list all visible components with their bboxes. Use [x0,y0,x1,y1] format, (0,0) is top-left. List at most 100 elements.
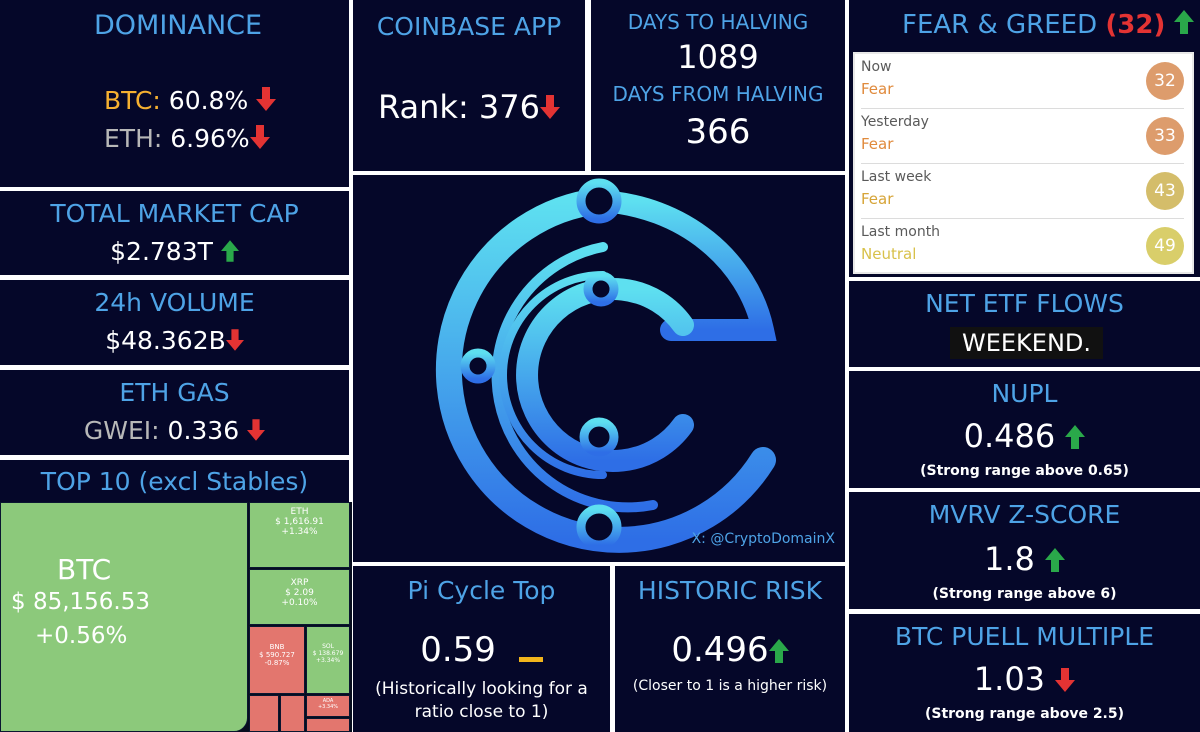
top10-title: TOP 10 (excl Stables) [40,467,309,496]
nupl-note: (Strong range above 0.65) [920,463,1129,479]
nupl-value: 0.486 [963,417,1056,455]
eth-gas-title: ETH GAS [119,378,230,407]
arrow-up-icon [1173,10,1194,41]
crypto-domain-logo-icon [435,178,777,553]
arrow-down-icon [256,87,277,117]
fear-greed-title: FEAR & GREED [902,10,1098,40]
fg-row-label: Yesterday [861,114,929,130]
btc-label: BTC: [104,86,161,115]
fg-row-class: Fear [861,80,894,98]
tile-change: -0.87% [264,659,290,667]
historic-risk-note: (Closer to 1 is a higher risk) [632,678,828,694]
pi-cycle-note: (Historically looking for a ratio close … [375,679,588,722]
treemap-tile-ada[interactable]: ADA +3.34% [306,695,350,717]
nupl-panel: NUPL 0.486 (Strong range above 0.65) [849,371,1200,488]
historic-risk-title: HISTORIC RISK [637,576,823,605]
tile-symbol: ETH [290,507,309,517]
treemap-tile-bnb[interactable]: BNB $ 590.727 -0.87% [249,626,305,694]
tile-symbol: BTC [57,553,112,586]
treemap-tile-eth[interactable]: ETH $ 1,616.91 +1.34% [249,502,350,568]
market-cap-value-row: $2.783T [0,237,349,268]
fear-greed-header: FEAR & GREED (32) [902,10,1194,41]
treemap-tile-small[interactable] [306,718,350,732]
treemap-tile-btc[interactable]: BTC $ 85,156.53 +0.56% [0,502,248,732]
fg-row-class: Fear [861,190,894,208]
list-item: Last month Neutral 49 [861,219,1184,273]
historic-risk-value-row: 0.496 [615,630,845,672]
fg-row-label: Last month [861,224,941,240]
arrow-up-icon [768,632,789,672]
tile-price: $ 590.727 [259,651,295,659]
volume-value: $48.362B [105,326,226,355]
rank-label: Rank: [378,88,469,126]
puell-note: (Strong range above 2.5) [924,706,1125,722]
dominance-panel: DOMINANCE BTC: 60.8% ETH: 6.96% [0,0,349,187]
puell-value-row: 1.03 [849,660,1200,700]
market-cap-panel: TOTAL MARKET CAP $2.783T [0,191,349,275]
twitter-handle[interactable]: X: @CryptoDomainX [691,531,835,547]
list-item: Last week Fear 43 [861,164,1184,219]
fear-greed-value: (32) [1105,10,1166,40]
tile-price: $ 85,156.53 [11,589,150,615]
treemap-tile-sol[interactable]: SOL $ 138.679 +3.34% [306,626,350,694]
volume-value-row: $48.362B [0,326,349,357]
fear-greed-list: Now Fear 32 Yesterday Fear 33 Last week … [853,52,1194,274]
list-item: Now Fear 32 [861,54,1184,109]
etf-value: WEEKEND. [950,327,1104,359]
tile-change: +1.34% [281,527,318,537]
eth-label: ETH: [104,124,163,153]
pi-cycle-panel: Pi Cycle Top 0.59 (Historically looking … [353,566,610,732]
eth-gas-value-row: GWEI: 0.336 [0,416,349,447]
tile-change: +3.34% [315,657,341,664]
mvrv-panel: MVRV Z-SCORE 1.8 (Strong range above 6) [849,492,1200,609]
mvrv-title: MVRV Z-SCORE [928,500,1121,529]
coinbase-title: COINBASE APP [376,12,562,41]
dominance-title: DOMINANCE [94,10,263,41]
btc-dominance-value: 60.8% [168,86,249,115]
tile-change: +0.10% [281,598,318,608]
treemap-tile-small[interactable] [280,695,305,732]
pi-cycle-value: 0.59 [420,630,496,670]
fg-row-label: Last week [861,169,932,185]
market-cap-title: TOTAL MARKET CAP [50,199,299,228]
days-to-halving-title: DAYS TO HALVING [627,10,809,34]
days-to-halving-value: 1089 [677,38,759,76]
nupl-value-row: 0.486 [849,417,1200,457]
arrow-down-icon [225,328,244,357]
fg-row-value: 33 [1146,117,1184,155]
treemap-tile-small[interactable] [249,695,279,732]
rank-value: 376 [478,88,540,126]
treemap-tile-xrp[interactable]: XRP $ 2.09 +0.10% [249,569,350,625]
etf-title: NET ETF FLOWS [925,289,1124,318]
arrow-down-icon [249,125,270,155]
fg-row-label: Now [861,59,892,75]
etf-panel: NET ETF FLOWS WEEKEND. [849,281,1200,367]
tile-symbol: ADA [322,698,334,704]
historic-risk-value: 0.496 [671,630,769,670]
btc-dominance: BTC: 60.8% [104,86,277,117]
tile-price: $ 1,616.91 [275,517,324,527]
fg-row-value: 49 [1146,227,1184,265]
puell-value: 1.03 [973,660,1046,698]
arrow-down-icon [1055,662,1076,700]
coinbase-panel: COINBASE APP Rank: 376 [353,0,585,171]
halving-panel: DAYS TO HALVING 1089 DAYS FROM HALVING 3… [591,0,845,171]
top10-treemap: BTC $ 85,156.53 +0.56% ETH $ 1,616.91 +1… [0,502,352,732]
eth-dominance: ETH: 6.96% [104,124,270,155]
puell-title: BTC PUELL MULTIPLE [894,622,1155,651]
tile-price: $ 2.09 [285,588,314,598]
logo-panel: X: @CryptoDomainX [353,175,845,562]
arrow-up-icon [1065,419,1086,457]
eth-gas-value: 0.336 [167,416,240,445]
tile-change: +3.34% [317,704,339,710]
mvrv-value: 1.8 [983,540,1035,578]
list-item: Yesterday Fear 33 [861,109,1184,164]
pi-cycle-title: Pi Cycle Top [407,576,556,605]
days-from-halving-title: DAYS FROM HALVING [612,82,824,106]
fg-row-class: Fear [861,135,894,153]
coinbase-rank: Rank: 376 [353,88,585,128]
pi-cycle-value-row: 0.59 [353,630,610,672]
fg-row-value: 32 [1146,62,1184,100]
volume-title: 24h VOLUME [94,288,255,317]
puell-panel: BTC PUELL MULTIPLE 1.03 (Strong range ab… [849,614,1200,732]
